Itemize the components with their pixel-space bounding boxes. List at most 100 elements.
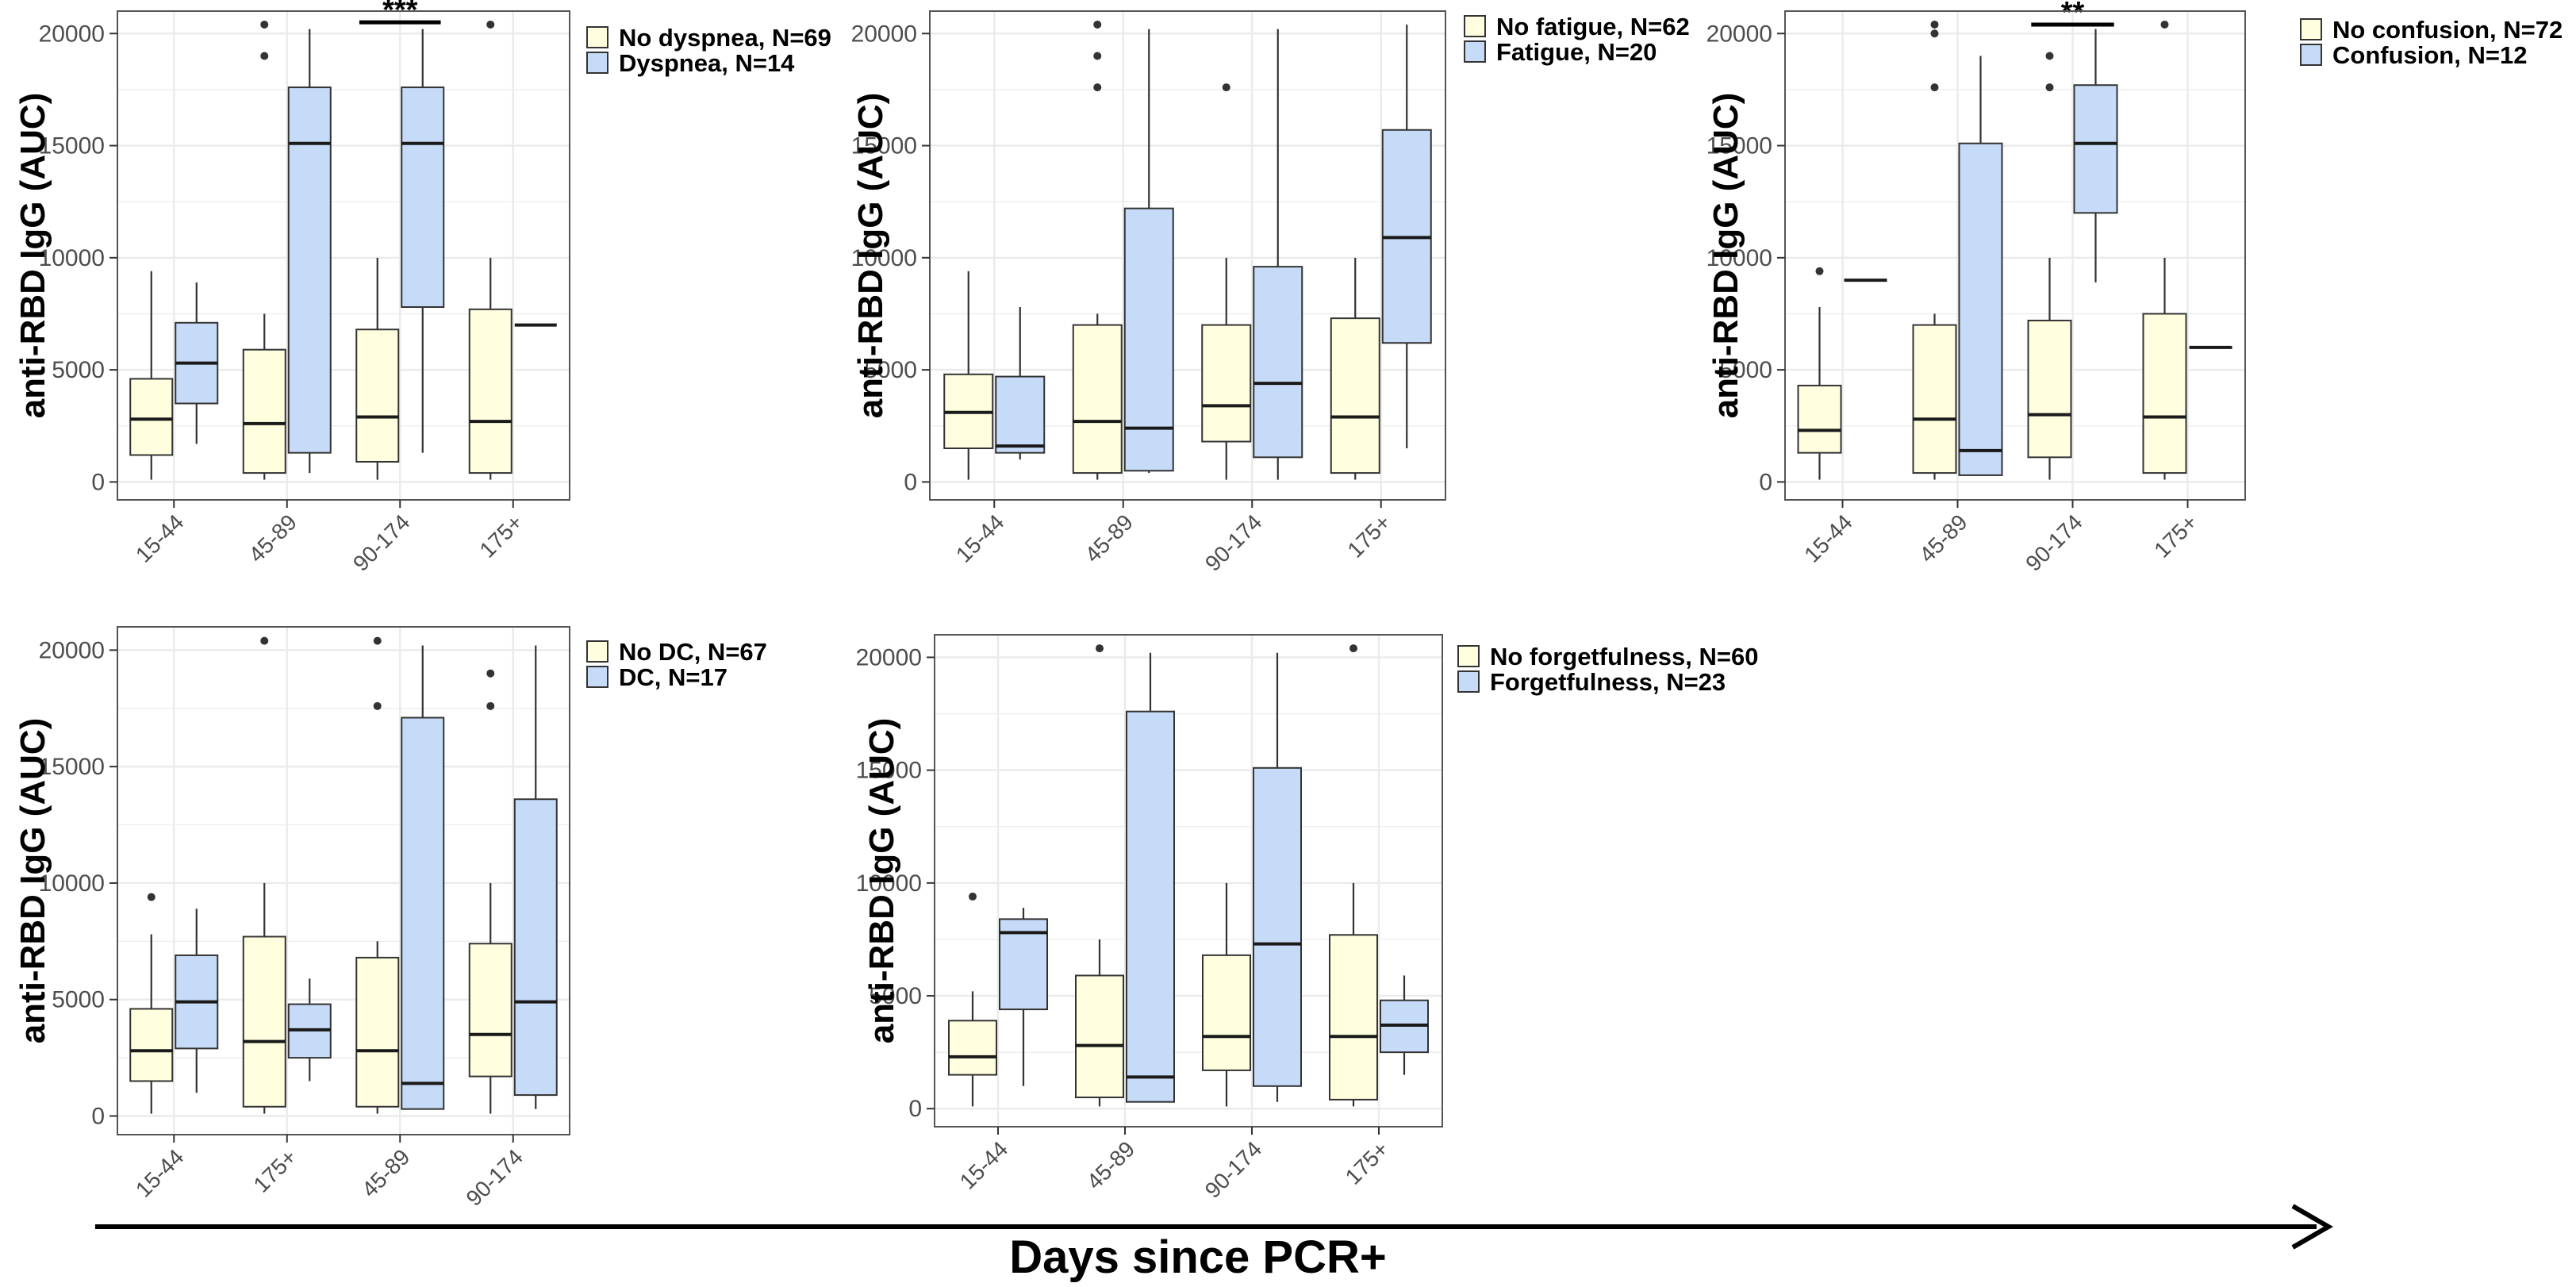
outlier-point (2045, 83, 2054, 92)
panel-border (117, 10, 570, 501)
box-no-symptom (1072, 20, 1123, 480)
box-body (1330, 317, 1380, 474)
legend-label: No dyspnea, N=69 (619, 24, 831, 52)
y-tick-label: 20000 (1706, 21, 1772, 47)
y-tick-label: 15000 (39, 754, 105, 780)
box-no-symptom (1329, 644, 1378, 1107)
box-body (1329, 934, 1378, 1101)
box-no-symptom (468, 669, 513, 1114)
box-symptom (1253, 29, 1303, 480)
legend-key (586, 640, 608, 663)
box-no-symptom (1202, 882, 1251, 1107)
x-tick-label: 45-89 (244, 509, 301, 567)
y-tick-label: 0 (904, 469, 917, 495)
outlier-point (260, 636, 269, 645)
box-body (1072, 324, 1123, 474)
outlier-point (1930, 29, 1939, 38)
box-body (1075, 974, 1124, 1099)
box-symptom (175, 282, 219, 444)
y-tick-label: 5000 (52, 357, 105, 383)
x-tick-label: 15-44 (955, 1136, 1013, 1194)
x-tick-label: 15-44 (951, 509, 1009, 567)
x-tick-label: 45-89 (1080, 509, 1138, 567)
box-no-symptom (468, 20, 513, 480)
legend-key (2300, 18, 2322, 40)
box-body (1202, 954, 1251, 1071)
legend-key (2300, 44, 2322, 66)
box-no-symptom (242, 20, 286, 480)
outlier-point (2045, 52, 2054, 60)
legend-label: Fatigue, N=20 (1496, 38, 1657, 66)
outlier-point (486, 669, 495, 678)
box-symptom (1958, 56, 2003, 476)
outlier-point (260, 52, 269, 60)
y-axis-title: anti-RBD IgG (AUC) (13, 93, 52, 419)
box-no-symptom (129, 271, 174, 480)
legend-label: No forgetfulness, N=60 (1490, 643, 1759, 670)
outlier-point (1930, 20, 1939, 29)
legend-key (586, 52, 608, 74)
box-body (355, 328, 400, 463)
outlier-point (969, 892, 977, 901)
box-no-symptom (1797, 267, 1842, 480)
box-symptom (1380, 975, 1429, 1075)
box-body (129, 378, 174, 456)
box-body (242, 935, 286, 1108)
outlier-point (1815, 267, 1824, 275)
legend-key (586, 26, 608, 48)
outlier-point (1093, 52, 1102, 60)
x-tick-label: 175+ (474, 509, 528, 563)
box-symptom (401, 645, 445, 1110)
box-no-symptom (355, 636, 400, 1114)
box-body (1958, 142, 2003, 476)
x-tick-label: 175+ (248, 1144, 301, 1197)
x-tick-label: 90-174 (1200, 1136, 1267, 1203)
box-body (1253, 266, 1303, 459)
box-symptom (1123, 29, 1174, 474)
legend-label: DC, N=17 (619, 663, 727, 691)
outlier-point (1093, 20, 1102, 29)
legend-label: No DC, N=67 (619, 638, 767, 666)
outlier-point (260, 20, 269, 29)
y-tick-label: 10000 (39, 245, 105, 271)
legend-label: No fatigue, N=62 (1496, 13, 1690, 40)
outlier-point (486, 20, 495, 29)
legend-key (1464, 40, 1486, 63)
box-body (287, 86, 332, 454)
chart-panels: *** 0 5000 10000 15000 20000 15-44 45-89 90-174 1… (13, 0, 2563, 1211)
y-tick-label: 15000 (851, 133, 917, 159)
legend-key (586, 666, 608, 688)
box-body (129, 1008, 174, 1082)
box-body (355, 956, 400, 1108)
box-no-symptom (2142, 20, 2187, 480)
chart-panel: *** 0 5000 10000 15000 20000 15-44 45-89 90-174 1… (13, 0, 831, 576)
panel-border (934, 634, 1443, 1128)
legend-label: Forgetfulness, N=23 (1490, 668, 1726, 696)
y-tick-label: 10000 (39, 870, 105, 897)
box-body (513, 798, 558, 1097)
box-body (2142, 313, 2187, 474)
outlier-point (2160, 20, 2169, 29)
y-tick-label: 0 (91, 469, 105, 495)
chart-panel: ** 0 5000 10000 15000 20000 15-44 45-89 90-174 17… (1706, 0, 2563, 576)
box-body (2073, 84, 2118, 214)
y-tick-label: 20000 (39, 637, 105, 663)
box-body (468, 943, 513, 1078)
x-tick-label: 90-174 (1200, 509, 1267, 576)
box-no-symptom (242, 636, 286, 1114)
y-tick-label: 20000 (856, 644, 922, 670)
panel-border (929, 10, 1446, 501)
outlier-point (373, 636, 382, 645)
significance-label: ** (2061, 0, 2085, 29)
x-tick-label: 45-89 (1082, 1136, 1140, 1194)
y-tick-label: 0 (1759, 469, 1772, 495)
box-no-symptom (355, 257, 400, 480)
y-tick-label: 5000 (869, 983, 922, 1009)
y-axis-title: anti-RBD IgG (AUC) (13, 718, 52, 1044)
box-body (401, 86, 445, 308)
y-tick-label: 10000 (1706, 245, 1772, 271)
y-tick-label: 5000 (52, 987, 105, 1013)
x-tick-label: 90-174 (2021, 509, 2087, 576)
y-tick-label: 0 (91, 1104, 105, 1130)
y-tick-label: 15000 (1706, 133, 1772, 159)
